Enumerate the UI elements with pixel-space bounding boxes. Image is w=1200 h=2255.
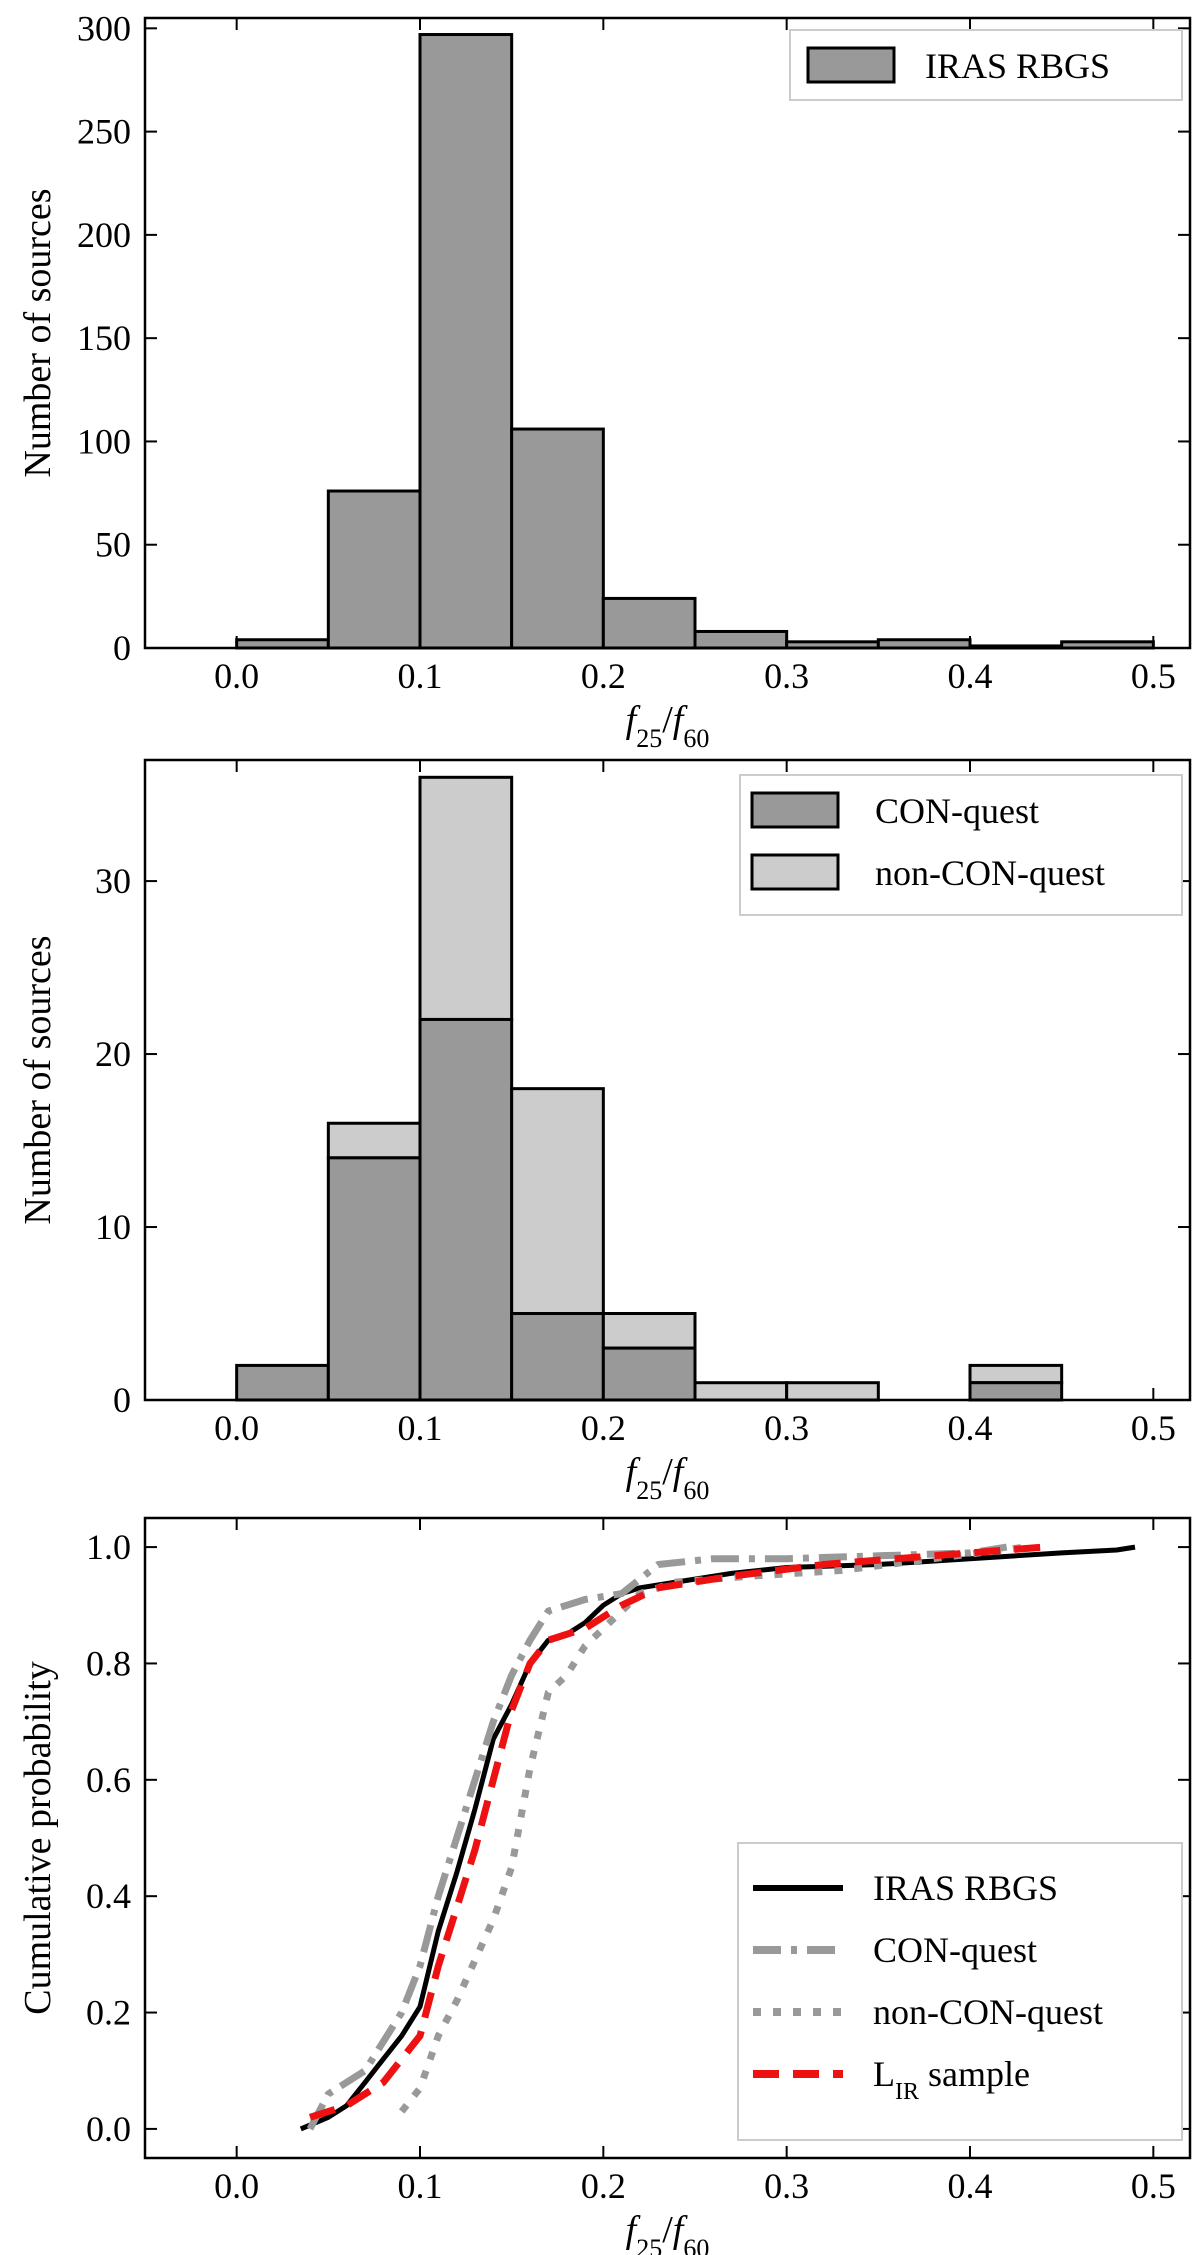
x-tick-label: 0.0 [214, 656, 259, 696]
y-tick-label: 300 [77, 8, 131, 48]
legend-label: LIR sample [873, 2054, 1030, 2105]
cumulative-panel: 0.0 0.1 0.2 0.3 0.4 0.5 0.0 0.2 0.4 0.6 0.8 1.0 f25/… [17, 1516, 1192, 2255]
histogram-bar-non-conquest [693, 1381, 789, 1402]
x-tick-label: 0.3 [764, 2166, 809, 2206]
legend-label-lir-rest: sample [919, 2054, 1030, 2094]
histogram-bar [968, 644, 1064, 650]
histogram-bar-non-conquest [601, 1312, 697, 1350]
y-tick-label: 0 [113, 628, 131, 668]
histogram-bar [876, 638, 972, 650]
histogram-panel-conquest: 0.0 0.1 0.2 0.3 0.4 0.5 0 10 20 30 f25/f60 Number o… [17, 758, 1192, 1505]
histogram-bar [601, 596, 697, 650]
legend-swatch [806, 46, 896, 84]
legend-box [737, 1842, 1183, 2141]
legend-label: IRAS RBGS [873, 1868, 1058, 1908]
legend-label-lir-main: L [873, 2054, 895, 2094]
y-tick-label: 0.8 [86, 1643, 131, 1683]
x-axis-label-slash: / [662, 699, 673, 741]
x-axis-label-s2: 60 [683, 1476, 709, 1505]
histogram-bar-conquest [326, 1156, 422, 1402]
y-tick-label: 0.6 [86, 1760, 131, 1800]
histogram-bar-conquest [601, 1346, 697, 1402]
legend-swatch [750, 853, 840, 891]
x-axis-label-slash: / [662, 1451, 673, 1493]
x-tick-label: 0.1 [398, 2166, 443, 2206]
histogram-bar-conquest [968, 1381, 1064, 1402]
y-tick-label: 0.4 [86, 1876, 131, 1916]
x-tick-label: 0.0 [214, 2166, 259, 2206]
histogram-bar [693, 629, 789, 650]
histogram-bar [418, 33, 514, 650]
y-tick-label: 10 [95, 1207, 131, 1247]
legend-label: CON-quest [873, 1930, 1037, 1970]
histogram-bar-non-conquest [418, 775, 514, 1021]
histogram-bar-non-conquest [510, 1087, 605, 1316]
legend-label: non-CON-quest [873, 1992, 1103, 2032]
histogram-bar [510, 427, 605, 650]
y-tick-label: 250 [77, 112, 131, 152]
y-axis-label: Cumulative probability [17, 1661, 59, 2015]
y-tick-label: 50 [95, 525, 131, 565]
y-axis-label: Number of sources [17, 188, 59, 477]
x-tick-label: 0.4 [948, 656, 993, 696]
legend-label-lir-sub: IR [895, 2079, 919, 2105]
x-axis-label-s1: 25 [636, 1476, 662, 1505]
y-tick-label: 30 [95, 861, 131, 901]
histogram-bar-non-conquest [968, 1363, 1064, 1385]
histogram-bar [785, 640, 880, 650]
x-tick-label: 0.5 [1131, 2166, 1176, 2206]
x-axis-label-slash: / [662, 2209, 673, 2251]
y-tick-label: 0.2 [86, 1993, 131, 2033]
histogram-bar-non-conquest [326, 1121, 422, 1160]
x-axis-label: f25/f60 [626, 699, 710, 753]
x-axis-label-s2: 60 [683, 724, 709, 753]
x-tick-label: 0.3 [764, 1408, 809, 1448]
histogram-bar-conquest [418, 1017, 514, 1402]
x-tick-label: 0.2 [581, 1408, 626, 1448]
x-tick-label: 0.0 [214, 1408, 259, 1448]
y-tick-label: 1.0 [86, 1527, 131, 1567]
x-tick-label: 0.3 [764, 656, 809, 696]
y-tick-label: 200 [77, 215, 131, 255]
legend-label: non-CON-quest [875, 853, 1105, 893]
x-tick-label: 0.5 [1131, 1408, 1176, 1448]
cdf-line-iras [299, 1544, 1136, 2132]
x-tick-label: 0.5 [1131, 656, 1176, 696]
y-tick-label: 0.0 [86, 2109, 131, 2149]
histogram-bar [1060, 640, 1155, 650]
axes-frame [143, 16, 1192, 650]
cdf-line-lir [308, 1543, 1044, 2121]
y-tick-label: 20 [95, 1034, 131, 1074]
x-axis-label-s1: 25 [636, 2234, 662, 2255]
histogram-bar-non-conquest [785, 1381, 880, 1402]
cdf-line-non-conquest [398, 1543, 1026, 2114]
histogram-bar-conquest [235, 1363, 330, 1402]
x-tick-label: 0.2 [581, 2166, 626, 2206]
x-tick-label: 0.4 [948, 2166, 993, 2206]
x-tick-label: 0.4 [948, 1408, 993, 1448]
axes-frame [143, 1516, 1192, 2160]
y-axis-label: Number of sources [17, 935, 59, 1224]
histogram-bar [326, 489, 422, 650]
legend-label: IRAS RBGS [925, 46, 1110, 86]
x-axis-label: f25/f60 [626, 1451, 710, 1505]
histogram-bar-conquest [510, 1312, 605, 1402]
histogram-panel-iras: 0.0 0.1 0.2 0.3 0.4 0.5 0 50 100 150 200 250 300 f25/… [17, 8, 1192, 753]
x-tick-label: 0.1 [398, 656, 443, 696]
x-axis-label-s2: 60 [683, 2234, 709, 2255]
y-tick-label: 100 [77, 421, 131, 461]
x-axis-label: f25/f60 [626, 2209, 710, 2255]
cdf-line-conquest [306, 1543, 1008, 2131]
legend-swatch [750, 791, 840, 829]
x-tick-label: 0.2 [581, 656, 626, 696]
histogram-bar [235, 638, 330, 650]
y-tick-label: 0 [113, 1380, 131, 1420]
x-tick-label: 0.1 [398, 1408, 443, 1448]
x-axis-label-s1: 25 [636, 724, 662, 753]
y-tick-label: 150 [77, 318, 131, 358]
legend-label: CON-quest [875, 791, 1039, 831]
